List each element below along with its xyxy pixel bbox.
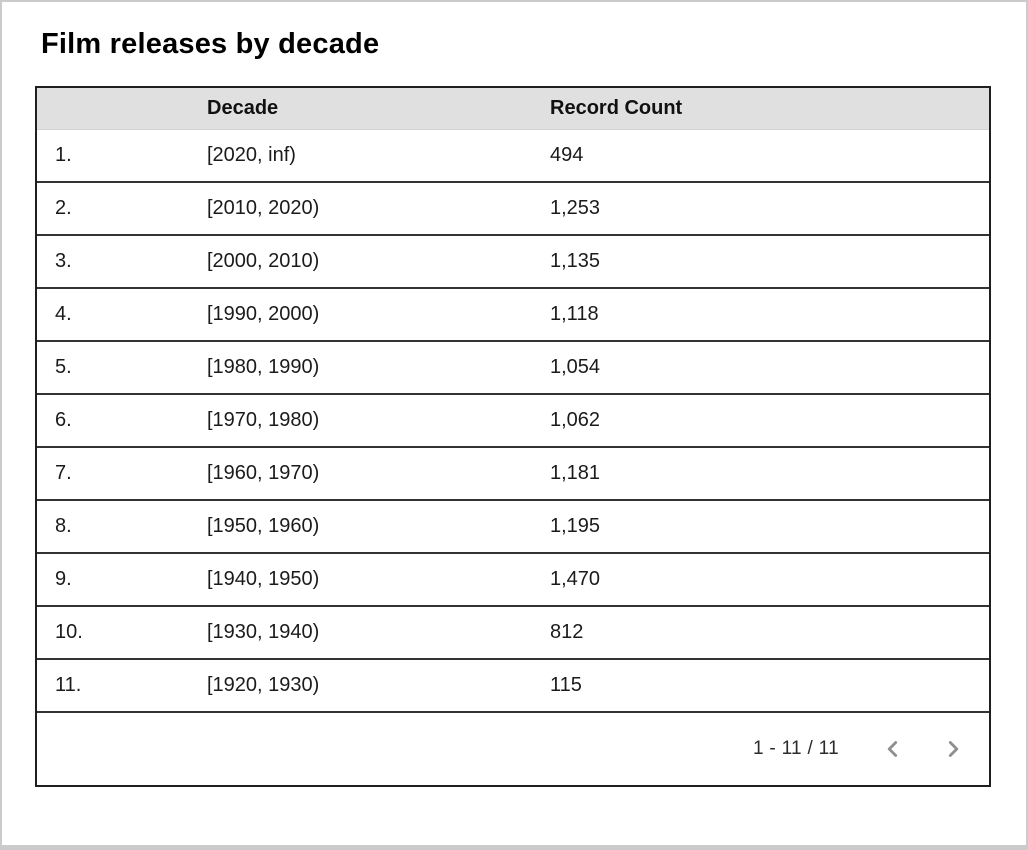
decade-cell: [2000, 2010) [207, 250, 320, 272]
row-index-cell: 10. [55, 621, 83, 643]
record-count-cell: 1,054 [550, 356, 601, 378]
table-body: 1. [2020, inf) 494 2. [2010, 2020) 1,253 3. [20… [37, 130, 989, 713]
table-row: 6. [1970, 1980) 1,062 [37, 395, 989, 448]
table-row: 3. [2000, 2010) 1,135 [37, 236, 989, 289]
row-index-cell: 7. [55, 462, 72, 484]
row-index-cell: 8. [55, 515, 72, 537]
table-row: 9. [1940, 1950) 1,470 [37, 554, 989, 607]
record-count-cell: 1,118 [550, 303, 599, 325]
table-header-row: Decade Record Count [37, 88, 989, 130]
record-count-cell: 115 [550, 674, 582, 696]
table-row: 2. [2010, 2020) 1,253 [37, 183, 989, 236]
table-row: 10. [1930, 1940) 812 [37, 607, 989, 660]
column-header-record-count[interactable]: Record Count [550, 97, 683, 119]
record-count-cell: 1,195 [550, 515, 601, 537]
row-index-cell: 1. [55, 144, 72, 166]
chevron-right-icon [940, 736, 966, 762]
row-index-cell: 9. [55, 568, 72, 590]
decade-cell: [1940, 1950) [207, 568, 320, 590]
record-count-cell: 1,135 [550, 250, 601, 272]
row-index-cell: 6. [55, 409, 72, 431]
decade-cell: [1960, 1970) [207, 462, 320, 484]
table-row: 8. [1950, 1960) 1,195 [37, 501, 989, 554]
table-row: 5. [1980, 1990) 1,054 [37, 342, 989, 395]
table-row: 11. [1920, 1930) 115 [37, 660, 989, 713]
record-count-cell: 1,253 [550, 197, 601, 219]
row-index-cell: 11. [55, 674, 82, 696]
decade-cell: [1950, 1960) [207, 515, 320, 537]
row-index-cell: 3. [55, 250, 72, 272]
decade-cell: [1980, 1990) [207, 356, 320, 378]
decade-cell: [2010, 2020) [207, 197, 320, 219]
table-row: 4. [1990, 2000) 1,118 [37, 289, 989, 342]
pagination-prev-button[interactable] [873, 729, 913, 769]
decade-cell: [1990, 2000) [207, 303, 320, 325]
pagination-next-button[interactable] [933, 729, 973, 769]
table-row: 1. [2020, inf) 494 [37, 130, 989, 183]
record-count-cell: 812 [550, 621, 584, 643]
decade-cell: [1920, 1930) [207, 674, 320, 696]
record-count-cell: 494 [550, 144, 584, 166]
page-title: Film releases by decade [41, 28, 380, 60]
record-count-cell: 1,062 [550, 409, 601, 431]
record-count-cell: 1,470 [550, 568, 601, 590]
table-row: 7. [1960, 1970) 1,181 [37, 448, 989, 501]
row-index-cell: 5. [55, 356, 72, 378]
chevron-left-icon [880, 736, 906, 762]
decade-cell: [1970, 1980) [207, 409, 320, 431]
decade-cell: [1930, 1940) [207, 621, 320, 643]
record-count-cell: 1,181 [550, 462, 601, 484]
row-index-cell: 2. [55, 197, 72, 219]
table-footer: 1 - 11 / 11 [37, 713, 989, 785]
row-index-cell: 4. [55, 303, 72, 325]
pagination-range: 1 - 11 / 11 [752, 738, 839, 759]
data-table: Decade Record Count 1. [2020, inf) 494 2. [2… [35, 86, 991, 787]
column-header-decade[interactable]: Decade [207, 97, 279, 119]
decade-cell: [2020, inf) [207, 144, 296, 166]
